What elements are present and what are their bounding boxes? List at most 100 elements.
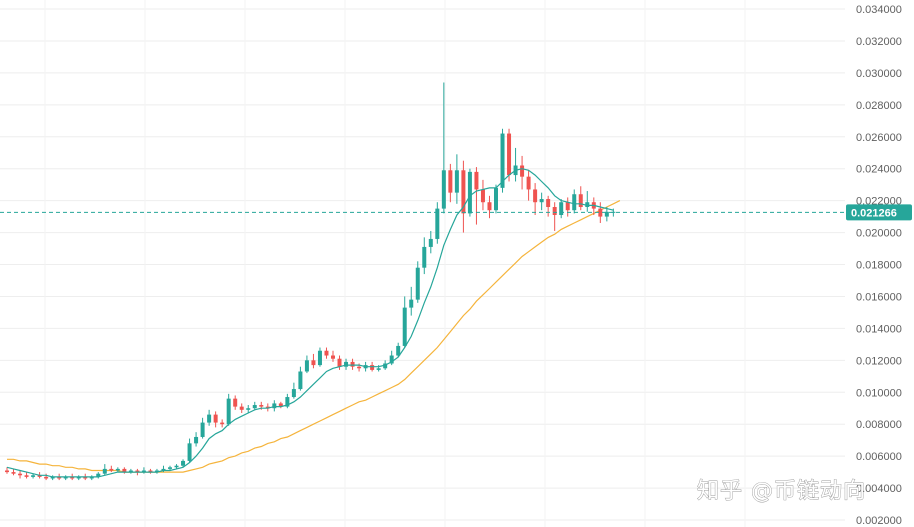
candle-body bbox=[161, 468, 166, 471]
candle-body bbox=[415, 267, 420, 300]
candle-body bbox=[63, 476, 68, 479]
candle-body bbox=[298, 371, 303, 390]
candle bbox=[585, 191, 590, 212]
candle-body bbox=[324, 350, 329, 356]
candle bbox=[285, 393, 290, 409]
candle-body bbox=[233, 398, 238, 407]
candle bbox=[265, 403, 270, 412]
candle-body bbox=[474, 171, 479, 190]
candle-body bbox=[220, 422, 225, 425]
candle-body bbox=[128, 470, 133, 473]
candle-body bbox=[37, 475, 42, 477]
candle-body bbox=[168, 467, 172, 469]
candle bbox=[207, 409, 212, 426]
candle bbox=[448, 163, 453, 203]
candle-body bbox=[467, 171, 472, 214]
y-tick-label: 0.030000 bbox=[856, 68, 902, 80]
candle bbox=[168, 465, 172, 471]
candle-body bbox=[376, 368, 381, 370]
candle-body bbox=[396, 345, 401, 356]
candle-body bbox=[409, 299, 414, 308]
y-tick-label: 0.014000 bbox=[856, 323, 902, 335]
candle-body bbox=[207, 414, 212, 423]
candle-body bbox=[428, 238, 433, 247]
candle bbox=[474, 167, 479, 225]
candle-body bbox=[304, 360, 309, 372]
candle-body bbox=[285, 397, 290, 407]
candle-body bbox=[500, 133, 505, 188]
y-tick-label: 0.010000 bbox=[856, 387, 902, 399]
candle-body bbox=[83, 476, 88, 479]
candle-body bbox=[18, 473, 23, 476]
candle bbox=[220, 419, 225, 428]
candle-body bbox=[265, 406, 270, 409]
candle-body bbox=[572, 194, 577, 211]
candle bbox=[533, 183, 538, 215]
candle-body bbox=[24, 475, 29, 477]
candle bbox=[252, 401, 257, 410]
candle bbox=[422, 237, 427, 275]
candle bbox=[409, 286, 414, 316]
candle-body bbox=[559, 202, 564, 215]
candle bbox=[272, 400, 277, 412]
candle-body bbox=[187, 443, 192, 461]
candle-body bbox=[611, 211, 616, 213]
candle-body bbox=[57, 476, 62, 479]
candle-body bbox=[480, 189, 485, 203]
candle-body bbox=[278, 403, 283, 407]
candle bbox=[102, 464, 107, 476]
candle bbox=[174, 464, 179, 469]
candle bbox=[154, 468, 159, 474]
candle bbox=[487, 195, 492, 219]
candle-body bbox=[526, 176, 531, 190]
candle bbox=[226, 393, 231, 426]
candle-body bbox=[494, 187, 498, 211]
candle-body bbox=[89, 476, 94, 479]
current-price-tag: 0.021266 bbox=[846, 204, 912, 221]
candle bbox=[109, 465, 114, 473]
candle-body bbox=[311, 360, 316, 366]
candle bbox=[389, 350, 394, 366]
candle bbox=[441, 82, 446, 214]
watermark: 知乎 @币链动向 bbox=[697, 479, 866, 504]
candle-body bbox=[181, 460, 186, 466]
candle bbox=[24, 472, 29, 479]
candle bbox=[233, 395, 238, 410]
candle-body bbox=[115, 468, 120, 471]
candle-body bbox=[435, 208, 440, 239]
y-tick-label: 0.028000 bbox=[856, 100, 902, 112]
y-axis: 0.034000 0.032000 0.030000 0.028000 0.026000… bbox=[856, 4, 902, 527]
candle-body bbox=[331, 355, 335, 359]
candle-body bbox=[585, 202, 590, 208]
candle bbox=[396, 342, 401, 358]
candle bbox=[311, 353, 316, 369]
candle bbox=[435, 202, 440, 244]
candle-body bbox=[441, 170, 446, 209]
candle-body bbox=[154, 470, 159, 473]
candle bbox=[324, 347, 329, 359]
candle-body bbox=[50, 476, 55, 479]
candle-body bbox=[507, 133, 512, 176]
candle bbox=[89, 475, 94, 481]
candle bbox=[304, 355, 309, 374]
y-tick-label: 0.018000 bbox=[856, 260, 902, 272]
candle bbox=[454, 154, 459, 204]
candle bbox=[565, 197, 570, 217]
ma-fast-line bbox=[6, 168, 614, 478]
candle-body bbox=[272, 403, 277, 409]
candle-body bbox=[578, 194, 583, 208]
candle-body bbox=[383, 363, 388, 369]
ma-slow-path bbox=[7, 200, 621, 473]
current-price-label: 0.021266 bbox=[851, 207, 897, 219]
candle-body bbox=[44, 476, 49, 479]
candle bbox=[467, 168, 472, 217]
candle bbox=[598, 202, 603, 223]
candle bbox=[552, 202, 557, 231]
candle-body bbox=[533, 189, 538, 203]
grid-lines bbox=[0, 0, 845, 527]
y-tick-label: 0.026000 bbox=[856, 132, 902, 144]
candle bbox=[350, 358, 355, 370]
candle bbox=[194, 432, 199, 447]
candle-body bbox=[70, 476, 75, 479]
